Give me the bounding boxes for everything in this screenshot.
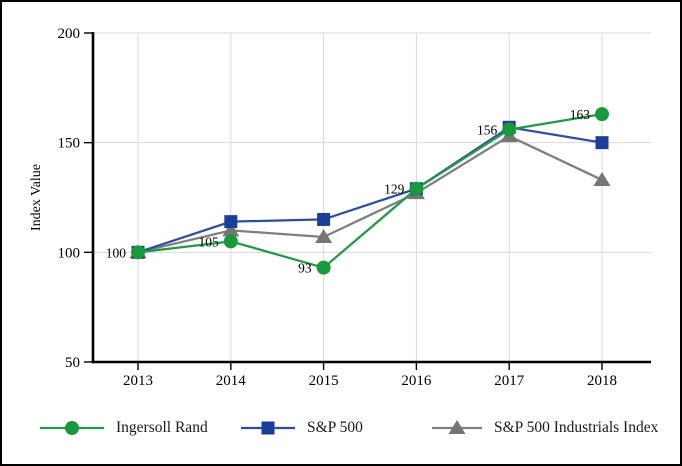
data-labels: 100 105 93 129 156 163: [106, 107, 591, 276]
svg-text:129: 129: [384, 182, 405, 197]
legend-item-sp500-industrials: S&P 500 Industrials Index: [432, 416, 658, 440]
svg-text:2014: 2014: [216, 373, 247, 389]
svg-text:156: 156: [477, 123, 498, 138]
chart-legend: Ingersoll Rand S&P 500 S&P 500 Industria…: [2, 416, 680, 458]
axes: 50 100 150 200 2013 2014 2015 2016 2017 2018: [58, 26, 651, 389]
svg-text:163: 163: [570, 107, 591, 122]
performance-line-chart: 50 100 150 200 2013 2014 2015 2016 2017 2018 Index…: [29, 26, 651, 389]
svg-text:2013: 2013: [123, 373, 153, 389]
svg-text:100: 100: [106, 245, 127, 260]
square-marker-icon: [241, 421, 295, 435]
svg-text:2016: 2016: [401, 373, 432, 389]
gridlines: [93, 32, 651, 362]
legend-label: S&P 500 Industrials Index: [494, 419, 659, 436]
y-axis-title: Index Value: [29, 164, 44, 231]
svg-text:2017: 2017: [494, 373, 525, 389]
svg-text:50: 50: [65, 355, 80, 371]
legend-item-ingersoll-rand: Ingersoll Rand: [40, 416, 208, 440]
legend-label: S&P 500: [307, 419, 363, 436]
svg-text:Index Value: Index Value: [29, 164, 44, 231]
svg-text:2015: 2015: [309, 373, 339, 389]
svg-text:200: 200: [58, 26, 81, 42]
svg-text:2018: 2018: [587, 373, 617, 389]
circle-marker-icon: [40, 421, 104, 435]
svg-text:100: 100: [58, 245, 81, 261]
legend-label: Ingersoll Rand: [116, 419, 208, 436]
series-ingersoll-rand: [131, 107, 609, 275]
svg-text:93: 93: [298, 261, 312, 276]
svg-text:150: 150: [58, 136, 81, 152]
svg-text:105: 105: [199, 234, 220, 249]
legend-item-sp500: S&P 500: [241, 416, 363, 440]
triangle-marker-icon: [432, 420, 482, 434]
